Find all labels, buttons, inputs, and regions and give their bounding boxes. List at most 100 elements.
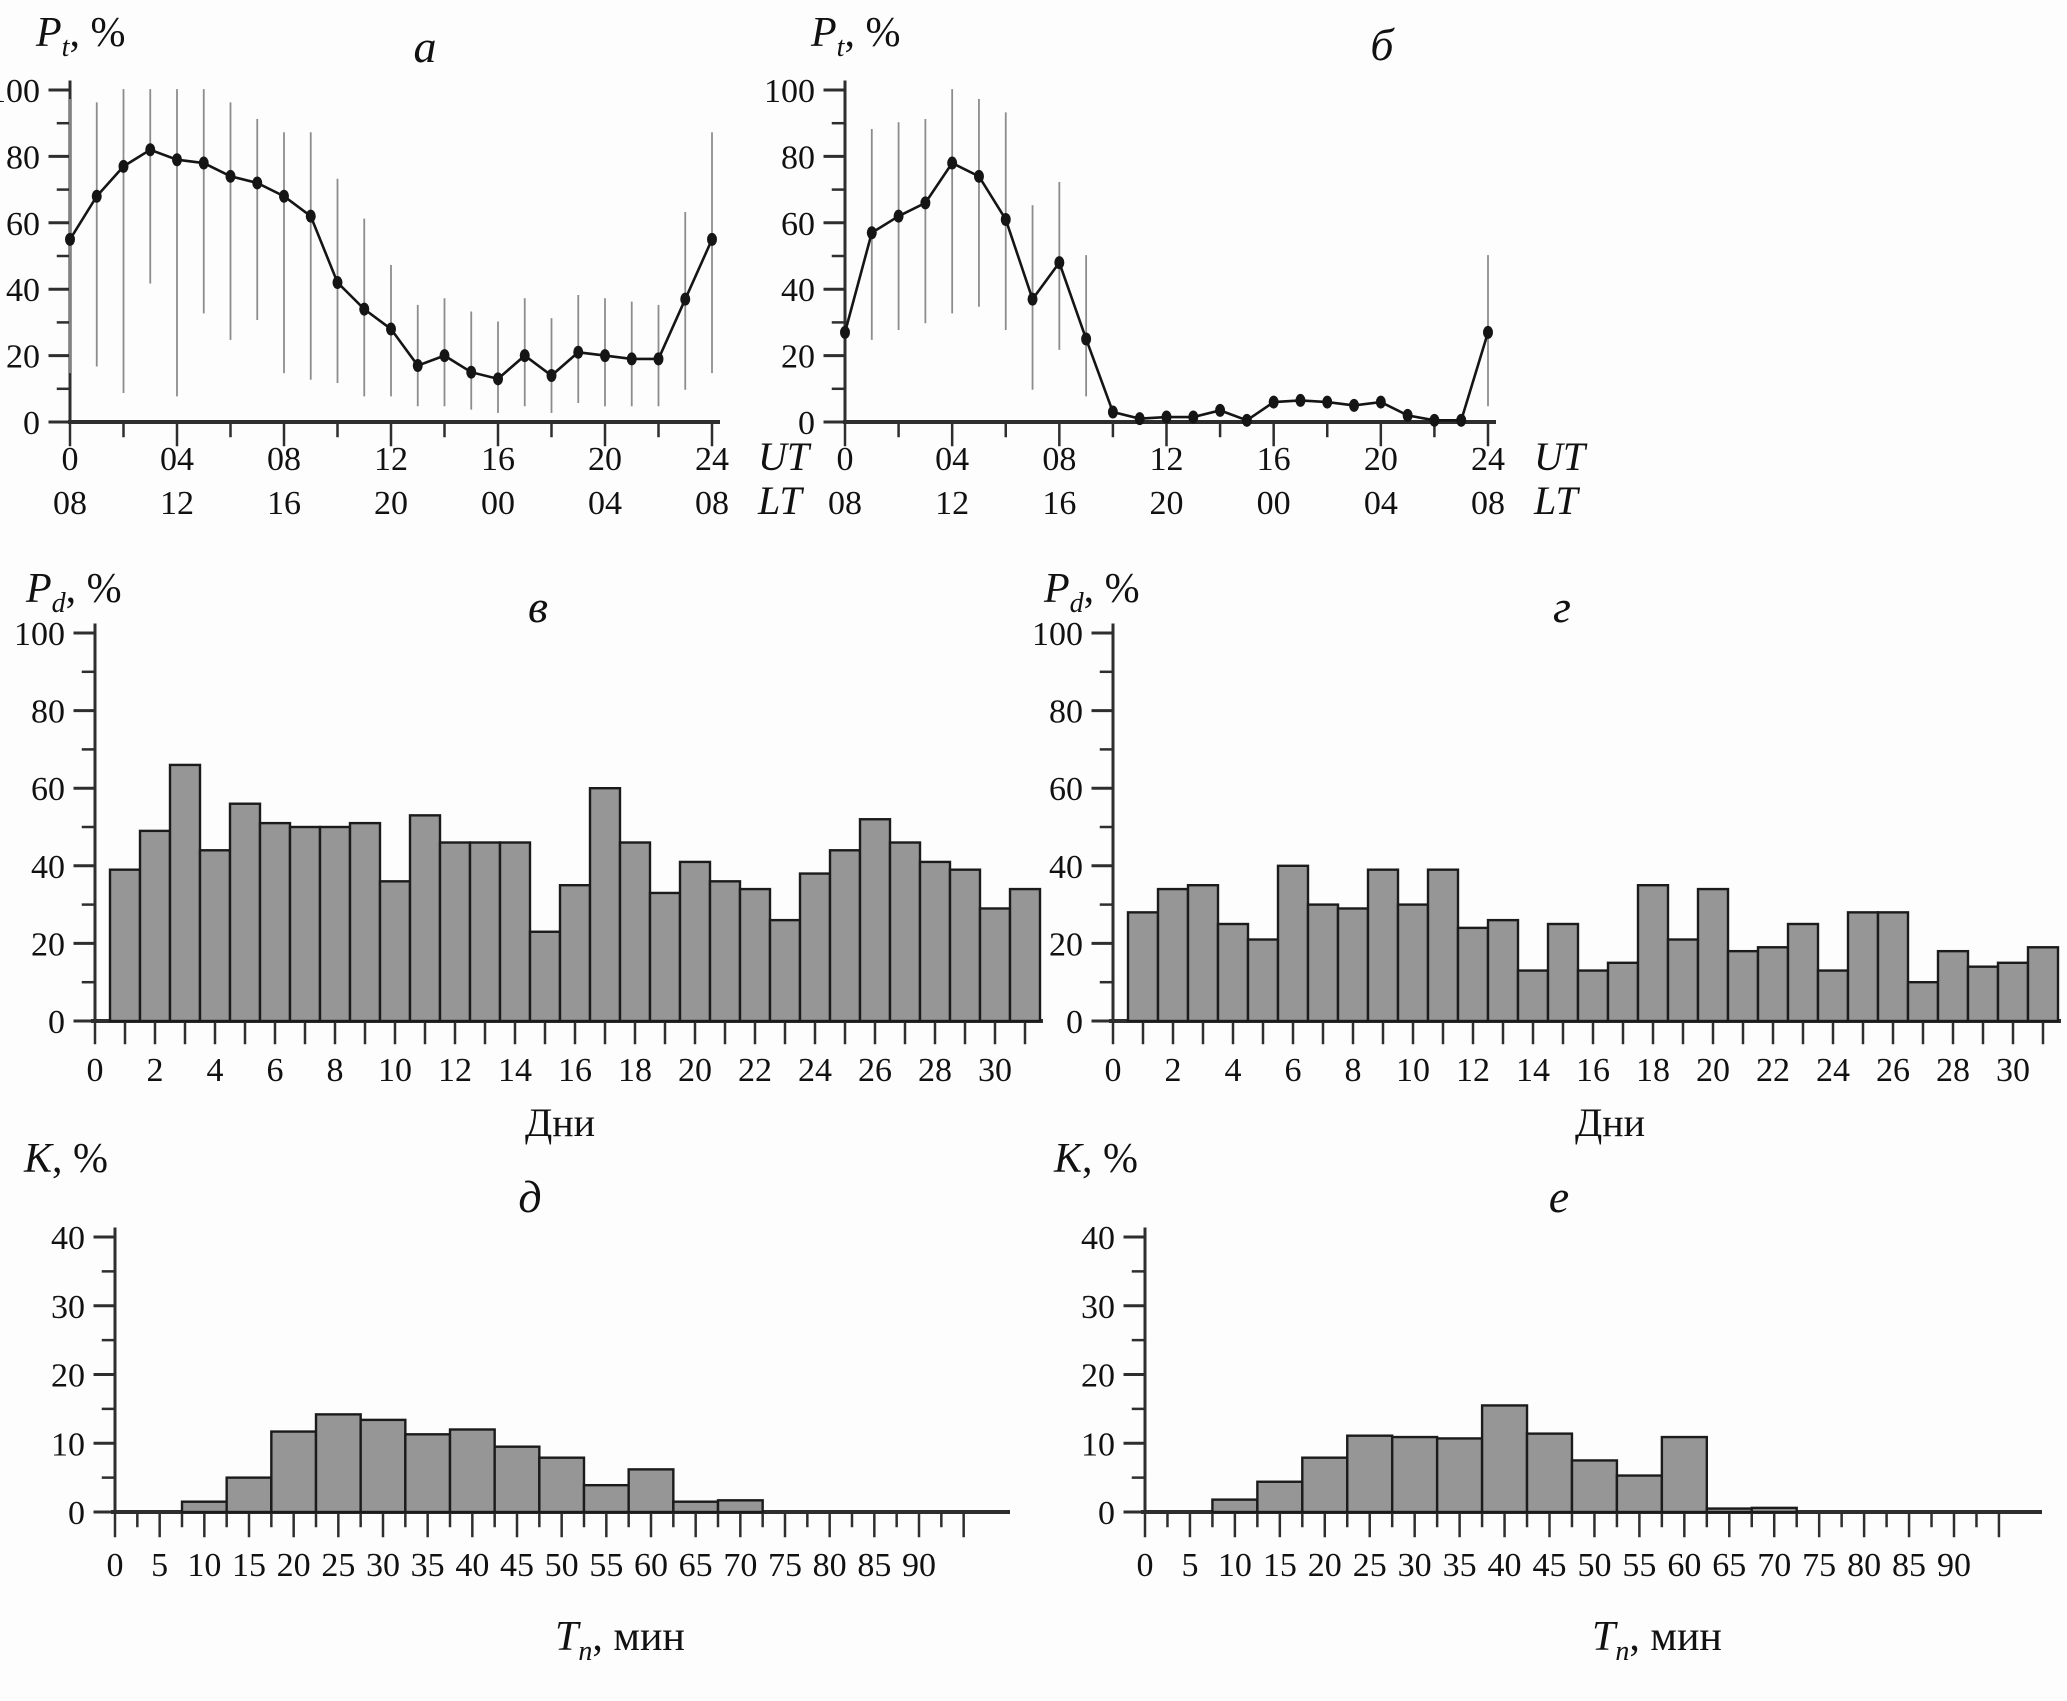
bar-e-t-65 [1705,1507,1753,1514]
bar-e-t-60 [1660,1435,1709,1514]
bar-v-day-8 [318,825,352,1023]
bar-g-day-21 [1726,949,1760,1023]
y-tick-label-g: 0 [1066,1004,1083,1041]
bar-e-t-30 [1390,1435,1439,1514]
bar-v-day-3 [168,763,202,1023]
x-tick-label-g: 30 [1996,1052,2030,1089]
data-point-a [653,352,664,366]
y-tick-label-g: 80 [1049,694,1083,731]
lt-tick-label-a: 00 [481,485,515,522]
x-tick-label-v: 18 [618,1052,652,1089]
lt-tick-label-b: 04 [1364,485,1398,522]
x-tick-label-e: 20 [1308,1547,1342,1584]
x-tick-label-e: 5 [1181,1547,1198,1584]
bar-g-day-22 [1756,946,1790,1023]
bar-g-day-25 [1846,911,1880,1023]
lt-tick-label-a: 08 [53,485,87,522]
bar-e-t-35 [1435,1437,1484,1514]
bar-d-t-65 [672,1500,720,1514]
data-point-b [1295,393,1306,407]
x-tick-label-d: 40 [455,1547,489,1584]
data-point-b [1215,403,1226,417]
data-point-b [973,169,984,183]
y-axis-title-b: Pt, % [810,10,900,63]
x-tick-label-g: 16 [1576,1052,1610,1089]
x-axis-title-e: Tn, мин [1592,1614,1722,1667]
data-point-a [600,349,610,363]
x-tick-label-g: 28 [1936,1052,1970,1089]
bar-v-day-16 [558,884,592,1023]
y-tick-label-e: 30 [1081,1289,1115,1326]
y-tick-label-b: 40 [781,272,815,309]
bar-g-day-7 [1306,903,1340,1023]
bar-g-day-23 [1786,922,1820,1023]
x-tick-label-v: 26 [858,1052,892,1089]
ut-tick-label-a: 20 [588,441,622,478]
y-tick-label-b: 60 [781,206,815,243]
x-tick-label-d: 35 [411,1547,445,1584]
y-tick-label-v: 60 [31,771,65,808]
data-point-b [947,156,958,170]
data-point-a [466,365,477,379]
x-tick-label-v: 24 [798,1052,832,1089]
x-tick-label-d: 10 [187,1547,221,1584]
bar-g-day-12 [1456,926,1490,1023]
data-point-a [91,189,102,203]
bar-g-day-9 [1366,868,1400,1023]
x-tick-label-v: 30 [978,1052,1012,1089]
x-tick-label-e: 85 [1892,1547,1926,1584]
x-axis-title-g: Дни [1575,1100,1645,1145]
y-tick-label-g: 100 [1032,616,1083,653]
bar-e-t-40 [1480,1404,1529,1514]
panel-letter-e: е [1549,1171,1569,1222]
bar-g-day-30 [1996,961,2030,1023]
x-tick-label-v: 2 [147,1052,164,1089]
bar-v-day-13 [468,841,502,1023]
bar-v-day-19 [648,891,682,1023]
data-point-b [1134,412,1145,426]
x-tick-label-d: 75 [768,1547,802,1584]
data-point-a [198,156,209,170]
bar-e-t-20 [1301,1456,1349,1514]
ut-axis-name-a: UT [758,434,812,479]
y-tick-label-v: 100 [14,616,65,653]
x-tick-label-v: 22 [738,1052,772,1089]
bar-d-t-25 [314,1413,362,1514]
ut-tick-label-b: 08 [1042,441,1076,478]
x-tick-label-e: 15 [1263,1547,1297,1584]
x-tick-label-e: 0 [1137,1547,1154,1584]
y-tick-label-b: 100 [764,73,815,110]
bar-g-day-11 [1426,868,1460,1023]
data-point-b [1107,405,1118,419]
x-tick-label-v: 0 [87,1052,104,1089]
bar-d-t-60 [627,1468,675,1514]
y-tick-label-g: 60 [1049,771,1083,808]
panel-letter-g: г [1553,581,1571,632]
x-tick-label-d: 45 [500,1547,534,1584]
y-tick-label-b: 80 [781,139,815,176]
data-point-a [439,349,450,363]
data-point-a [493,372,503,386]
y-axis-title-d: K, % [23,1136,108,1182]
x-tick-label-g: 12 [1456,1052,1490,1089]
data-point-a [359,302,370,316]
x-tick-label-g: 4 [1225,1052,1242,1089]
bar-g-day-14 [1516,969,1550,1023]
data-point-a [65,232,75,246]
x-tick-label-g: 6 [1285,1052,1302,1089]
x-tick-label-g: 2 [1165,1052,1182,1089]
bar-v-day-26 [858,818,892,1023]
bar-v-day-22 [738,887,772,1023]
data-point-a [172,153,182,167]
lt-axis-name-b: LT [1533,478,1580,523]
y-tick-label-b: 0 [798,405,815,442]
ut-tick-label-b: 0 [837,441,854,478]
bar-g-day-4 [1216,922,1250,1023]
data-point-b [1456,413,1467,427]
bar-v-day-25 [828,849,862,1023]
bar-v-day-27 [888,841,922,1023]
bar-v-day-11 [408,814,442,1023]
data-point-a [573,345,584,359]
bar-g-day-24 [1816,969,1850,1023]
data-point-b [1027,292,1038,306]
